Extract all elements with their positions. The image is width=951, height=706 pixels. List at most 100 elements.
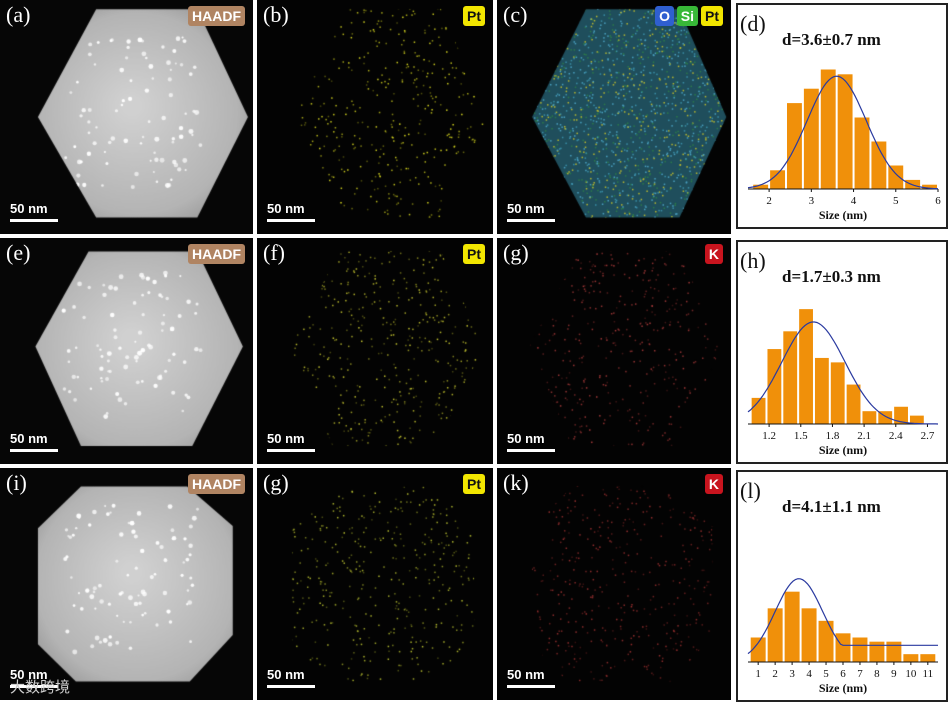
gaussian-fit-curve (747, 75, 939, 190)
k-map-image (497, 238, 731, 464)
scale-bar (507, 449, 555, 452)
histogram-bar (782, 330, 799, 425)
histogram-bar (853, 116, 871, 190)
panel-a-haadf: (a) HAADF 50 nm (0, 0, 253, 234)
histogram-bar (798, 308, 814, 425)
mean-size-label: d=3.6±0.7 nm (782, 30, 881, 49)
x-tick-label: 2.4 (889, 430, 903, 442)
pt-map-image (257, 238, 493, 464)
histogram-bar (885, 640, 903, 663)
element-tag: HAADF (188, 474, 245, 494)
histogram-bar (861, 410, 878, 425)
x-axis-label: Size (nm) (819, 208, 867, 222)
x-tick-label: 4 (851, 195, 857, 207)
element-tag: Si (676, 6, 698, 26)
scale-bar-label: 50 nm (10, 431, 48, 446)
scale-bar (267, 685, 315, 688)
panel-label: (b) (263, 2, 289, 27)
panel-g-k-map: (g) K 50 nm (497, 238, 731, 464)
x-tick-label: 3 (789, 668, 795, 680)
histogram-bar (819, 68, 837, 190)
scale-bar-label: 50 nm (10, 667, 48, 682)
x-tick-label: 3 (809, 195, 815, 207)
x-tick-label: 6 (935, 195, 941, 207)
histogram-l-chart: (l) d=4.1±1.1 nm 1 2 3 4 5 6 7 8 9 10 11 Size (nm) (740, 478, 938, 695)
scale-bar-label: 50 nm (507, 667, 545, 682)
panel-k-k-map: (k) K 50 nm (497, 468, 731, 700)
panel-label: (e) (6, 240, 31, 265)
element-tag: K (704, 244, 723, 264)
scale-bar (10, 219, 58, 222)
histogram-bar (766, 607, 784, 663)
x-tick-label: 9 (891, 668, 897, 680)
o-si-pt-map-image (497, 0, 731, 234)
scale-bar (267, 219, 315, 222)
gaussian-fit-curve (747, 321, 939, 425)
scale-bar-label: 50 nm (267, 431, 305, 446)
panel-e-haadf: (e) HAADF 50 nm (0, 238, 253, 464)
x-tick-label: 7 (857, 668, 863, 680)
x-tick-label: 6 (840, 668, 846, 680)
scale-bar (507, 219, 555, 222)
histogram-h: (h) d=1.7±0.3 nm 1.2 1.5 1.8 2.1 2.4 2.7 Size (n… (736, 240, 948, 464)
x-tick-label: 2.1 (857, 430, 871, 442)
pt-map-image (257, 468, 493, 700)
panel-b-pt-map: (b) Pt 50 nm (257, 0, 493, 234)
panel-g2-pt-map: (g) Pt 50 nm (257, 468, 493, 700)
pt-map-image (257, 0, 493, 234)
x-tick-label: 1.8 (826, 430, 840, 442)
panel-i-haadf: (i) HAADF 50 nm (0, 468, 253, 700)
panel-label: (f) (263, 240, 285, 265)
x-tick-label: 2 (766, 195, 772, 207)
histogram-bar (783, 590, 801, 663)
x-tick-label: 1.2 (762, 430, 776, 442)
histogram-bar (904, 178, 922, 190)
histogram-bar (919, 653, 937, 663)
element-tag: Pt (463, 244, 485, 264)
histogram-bar (786, 102, 803, 190)
x-tick-label: 5 (893, 195, 899, 207)
x-tick-label: 10 (905, 668, 917, 680)
x-tick-label: 1.5 (794, 430, 808, 442)
histogram-bar (851, 636, 869, 663)
histogram-bar (845, 383, 862, 425)
histogram-bar (800, 607, 818, 663)
mean-size-label: d=1.7±0.3 nm (782, 267, 881, 286)
scale-bar-label: 50 nm (267, 201, 305, 216)
scale-bar-label: 50 nm (507, 201, 545, 216)
histogram-h-chart: (h) d=1.7±0.3 nm 1.2 1.5 1.8 2.1 2.4 2.7 Size (n… (740, 248, 939, 457)
x-tick-label: 2 (772, 668, 778, 680)
panel-label: (c) (503, 2, 528, 27)
scale-bar (507, 685, 555, 688)
panel-label: (i) (6, 470, 27, 495)
gaussian-fit-curve (747, 578, 938, 655)
x-axis-label: Size (nm) (819, 681, 867, 695)
x-tick-label: 2.7 (921, 430, 935, 442)
x-tick-label: 4 (806, 668, 812, 680)
scale-bar-label: 50 nm (267, 667, 305, 682)
panel-label: (d) (740, 11, 766, 36)
histogram-l: (l) d=4.1±1.1 nm 1 2 3 4 5 6 7 8 9 10 11 Size (nm) (736, 470, 948, 702)
histogram-bar (802, 87, 820, 190)
x-tick-label: 1 (755, 668, 761, 680)
histogram-bar (834, 632, 852, 663)
panel-label: (g) (263, 470, 289, 495)
histogram-bar (836, 73, 854, 190)
histogram-d: (d) d=3.6±0.7 nm 2 3 4 5 6 Size (nm) (736, 3, 948, 229)
watermark: 大数跨境 (10, 678, 71, 696)
element-tag: K (704, 474, 723, 494)
panel-c-o-si-pt-map: (c) Pt Si O 50 nm (497, 0, 731, 234)
haadf-image (0, 468, 253, 700)
panel-label: (k) (503, 470, 529, 495)
histogram-bar (829, 361, 846, 425)
x-tick-label: 5 (823, 668, 829, 680)
element-tag: HAADF (188, 244, 245, 264)
x-tick-label: 8 (874, 668, 880, 680)
histogram-bar (887, 164, 905, 190)
panel-label: (a) (6, 2, 31, 27)
x-tick-label: 11 (923, 668, 934, 680)
scale-bar-label: 50 nm (507, 431, 545, 446)
element-tag: Pt (463, 474, 485, 494)
histogram-bar (868, 640, 886, 663)
scale-bar (10, 685, 58, 688)
